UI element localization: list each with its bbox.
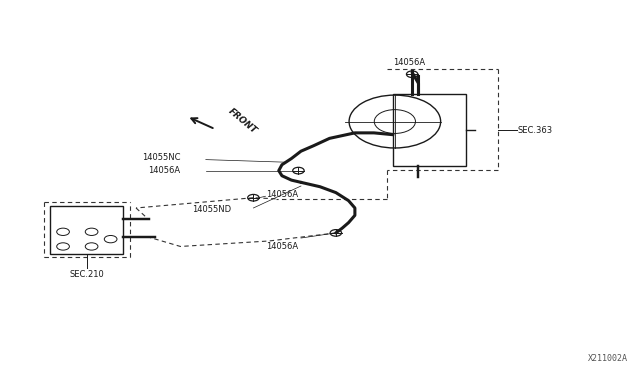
Text: 14056A: 14056A	[266, 242, 298, 251]
Text: FRONT: FRONT	[227, 106, 259, 135]
Bar	[393, 94, 466, 166]
Text: SEC.363: SEC.363	[518, 126, 553, 135]
Text: 14056A: 14056A	[266, 190, 298, 199]
Text: 14055NC: 14055NC	[142, 153, 180, 162]
Text: 14055ND: 14055ND	[192, 205, 231, 214]
Bar	[51, 206, 124, 254]
Text: 14056A: 14056A	[148, 166, 180, 175]
Text: SEC.210: SEC.210	[70, 270, 104, 279]
Text: X211002A: X211002A	[588, 354, 628, 363]
Text: 14056A: 14056A	[393, 58, 425, 67]
